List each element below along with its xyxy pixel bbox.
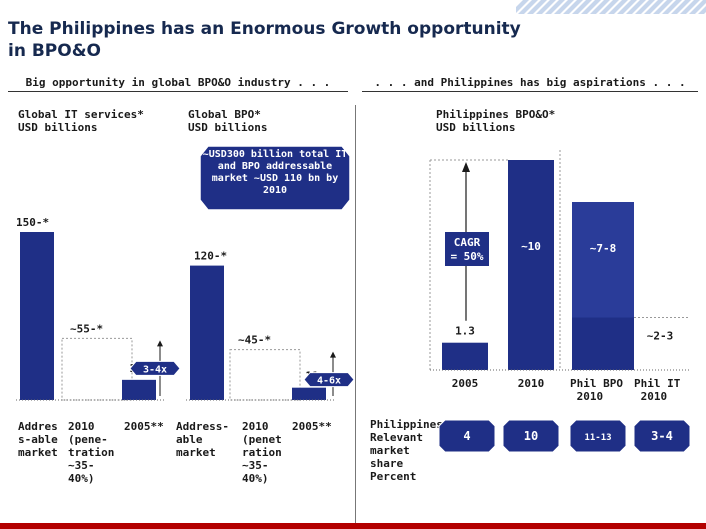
phil-cagr-label-1: CAGR xyxy=(454,236,481,249)
it-category-2010-line: 40%) xyxy=(68,472,95,485)
bpo-category-addressable-line: market xyxy=(176,446,216,459)
it-category-2010-line: tration xyxy=(68,446,114,459)
phil-market-share-badge xyxy=(633,419,691,453)
bpo-bar-addressable xyxy=(190,265,224,400)
it-category-2005: 2005** xyxy=(124,420,164,433)
callout-text: ~USD300 billion total IT and BPO address… xyxy=(202,149,348,196)
phil-market-share-label-line: Percent xyxy=(370,470,416,483)
it-category-2010: 2010 (pene-tration ~35-40%) xyxy=(68,420,114,485)
bpo-category-addressable: Address-able market xyxy=(176,420,229,459)
phil-market-share-value: 10 xyxy=(524,429,538,443)
bottom-accent-bar xyxy=(0,523,706,529)
phil-bar-2010 xyxy=(508,160,554,370)
it-category-addressable-line: Addres xyxy=(18,420,58,433)
callout-box: ~USD300 billion total IT and BPO address… xyxy=(200,146,350,210)
right-section-header: . . . and Philippines has big aspiration… xyxy=(374,76,686,89)
phil-category-it-line: Phil IT xyxy=(634,377,681,390)
chart-phil-unit: USD billions xyxy=(436,121,516,134)
chart-it-title: Global IT services* xyxy=(18,108,144,121)
it-growth-badge xyxy=(129,360,181,376)
phil-cagr-label-2: = 50% xyxy=(450,250,483,263)
phil-market-share-badge xyxy=(438,419,496,453)
bpo-category-2010-line: ration xyxy=(242,446,282,459)
it-value-label-2010: ~55-* xyxy=(70,322,103,335)
bpo-bar-2010-outline xyxy=(229,349,301,401)
chart-it-title-block: Global IT services* USD billions xyxy=(18,108,178,134)
phil-category-bpo: Phil BPO 2010 xyxy=(570,377,623,403)
bpo-category-2010-line: 2010 xyxy=(242,420,269,433)
callout-octagon xyxy=(200,146,350,210)
it-bar-2010-outline xyxy=(61,337,133,401)
phil-bar-it-2010 xyxy=(572,317,634,370)
phil-category-bpo-line: Phil BPO xyxy=(570,377,623,390)
phil-market-share-label-line: Philippines xyxy=(370,418,443,431)
bpo-category-2010-line: (penet xyxy=(242,433,282,446)
right-header-rule xyxy=(362,91,698,92)
left-section-header: Big opportunity in global BPO&O industry… xyxy=(25,76,331,89)
phil-market-share-value: 4 xyxy=(463,429,470,443)
phil-market-share-badge xyxy=(569,419,627,453)
bpo-category-2010-line: ~35- xyxy=(242,459,269,472)
phil-market-share-label-line: share xyxy=(370,457,403,470)
chart-bpo-title-block: Global BPO* USD billions xyxy=(188,108,328,134)
it-bar-2005 xyxy=(122,379,156,400)
it-category-addressable-line: market xyxy=(18,446,58,459)
it-bar-addressable xyxy=(20,232,54,400)
phil-value-label-2010: ~10 xyxy=(521,240,541,253)
phil-bar-2005 xyxy=(442,342,488,370)
page-title: The Philippines has an Enormous Growth o… xyxy=(8,19,521,61)
section-divider xyxy=(355,105,356,525)
phil-market-share-value: 11-13 xyxy=(584,433,611,443)
phil-market-share-value: 3-4 xyxy=(651,429,673,443)
chart-phil-title-block: Philippines BPO&O* USD billions xyxy=(436,108,636,134)
phil-value-label-it: ~2-3 xyxy=(647,330,674,343)
phil-category-2010: 2010 xyxy=(518,377,545,390)
bpo-growth-arrowhead xyxy=(330,351,336,358)
chart-bpo-unit: USD billions xyxy=(188,121,268,134)
phil-value-label-bpo: ~7-8 xyxy=(590,242,617,255)
bpo-growth-label: 4-6x xyxy=(317,376,341,387)
phil-market-share-label: Philippines Relevant market share Percent xyxy=(370,418,443,483)
it-value-label-addressable: 150-* xyxy=(16,216,49,229)
phil-market-share-label-line: market xyxy=(370,444,410,457)
phil-category-2005: 2005 xyxy=(452,377,479,390)
it-category-addressable: Addres s-able market xyxy=(18,420,58,459)
chart-bpo-title: Global BPO* xyxy=(188,108,261,121)
bpo-category-addressable-line: Address- xyxy=(176,420,229,433)
phil-market-share-badge xyxy=(502,419,560,453)
it-category-2010-line: ~35- xyxy=(68,459,95,472)
chart-it-unit: USD billions xyxy=(18,121,98,134)
it-growth-label: 3-4x xyxy=(143,364,167,375)
phil-value-label-2005: 1.3 xyxy=(455,325,475,338)
phil-category-it: Phil IT 2010 xyxy=(634,377,681,403)
bpo-value-label-2010: ~45-* xyxy=(238,334,271,347)
it-growth-arrowhead xyxy=(157,340,163,347)
bpo-category-2010-line: 40%) xyxy=(242,472,269,485)
phil-category-it-line: 2010 xyxy=(634,390,667,403)
bpo-bar-2005 xyxy=(292,387,326,400)
phil-market-share-label-line: Relevant xyxy=(370,431,423,444)
phil-cagr-arrowhead xyxy=(462,162,470,172)
it-category-addressable-line: s-able xyxy=(18,433,58,446)
bpo-growth-badge xyxy=(303,372,355,388)
chart-phil-title: Philippines BPO&O* xyxy=(436,108,556,121)
bpo-category-2005: 2005** xyxy=(292,420,332,433)
bpo-category-addressable-line: able xyxy=(176,433,203,446)
bpo-category-2010: 2010 (penet ration ~35-40%) xyxy=(242,420,282,485)
phil-category-bpo-line: 2010 xyxy=(570,390,603,403)
it-category-2010-line: (pene- xyxy=(68,433,108,446)
phil-cagr-box xyxy=(445,232,489,266)
it-category-2010-line: 2010 xyxy=(68,420,95,433)
bpo-value-label-addressable: 120-* xyxy=(194,250,227,263)
left-header-rule xyxy=(8,91,348,92)
